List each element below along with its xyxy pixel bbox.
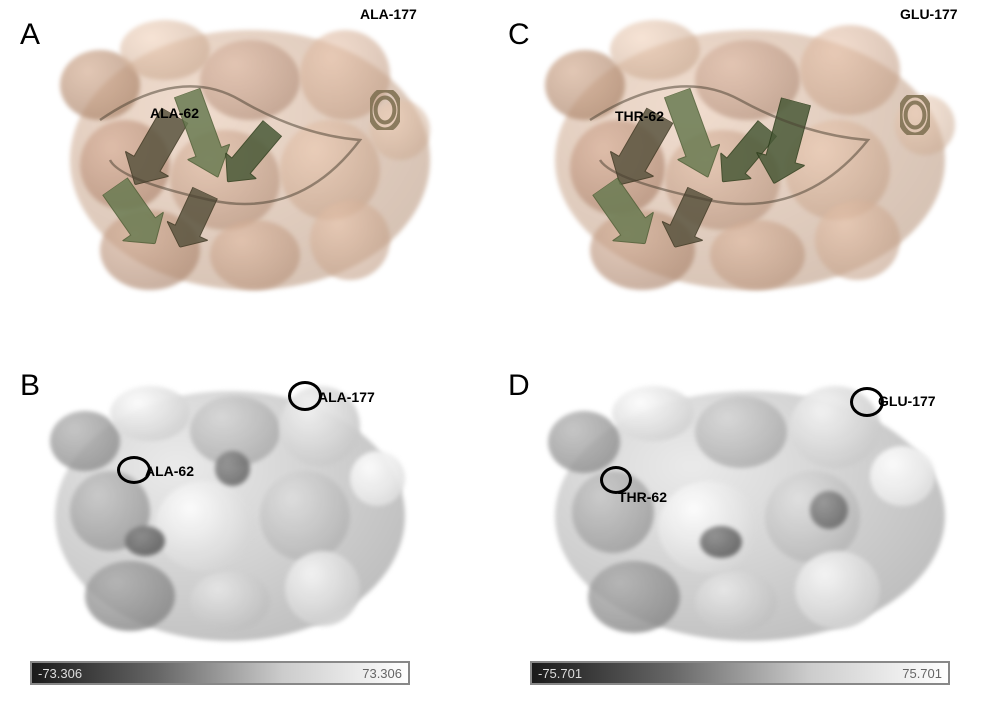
panel-label: C: [508, 18, 530, 52]
colorbar-max-label: 73.306: [362, 666, 402, 681]
surface-blob: [285, 551, 360, 626]
surface-blob: [870, 446, 935, 506]
surface-blob: [548, 411, 620, 473]
colorbar-min-label: -73.306: [38, 666, 82, 681]
surface-blob: [155, 481, 255, 571]
residue-marker-circle: [288, 381, 322, 411]
panel-label: B: [20, 369, 40, 403]
panel-label: A: [20, 18, 40, 52]
residue-label: ALA-177: [360, 6, 417, 22]
residue-label: THR-62: [618, 489, 667, 505]
cartoon-loop: [90, 60, 390, 260]
surface-blob: [215, 451, 250, 486]
panel-a: A ALA-177 ALA-62: [0, 0, 500, 361]
residue-label: ALA-62: [150, 105, 199, 121]
surface-blob: [260, 471, 350, 561]
colorbar-min-label: -75.701: [538, 666, 582, 681]
cartoon-loop: [580, 60, 900, 260]
residue-label: ALA-62: [145, 463, 194, 479]
surface-blob: [190, 571, 270, 631]
residue-label: GLU-177: [878, 393, 936, 409]
colorbar-gradient: [32, 663, 408, 683]
surface-blob: [350, 451, 405, 506]
figure-grid: A ALA-177 ALA-62 C GLU-177 THR-62 B ALA-177 AL…: [0, 0, 1000, 721]
surface-blob: [85, 561, 175, 631]
residue-label: ALA-177: [318, 389, 375, 405]
panel-label: D: [508, 369, 530, 403]
surface-blob: [810, 491, 848, 529]
surface-blob: [695, 571, 777, 633]
residue-label: THR-62: [615, 108, 664, 124]
surface-blob: [50, 411, 120, 471]
surface-blob: [125, 526, 165, 556]
surface-blob: [658, 481, 760, 573]
surface-blob: [588, 561, 680, 633]
panel-b: B ALA-177 ALA-62 -73.306 73.306: [0, 361, 500, 721]
electrostatic-colorbar: -73.306 73.306: [30, 661, 410, 685]
panel-c: C GLU-177 THR-62: [500, 0, 1000, 361]
surface-blob: [110, 386, 190, 441]
cartoon-helix: [900, 95, 930, 135]
surface-blob: [612, 386, 694, 441]
surface-blob: [695, 396, 787, 468]
panel-d: D GLU-177 THR-62 -75.701 75.701: [500, 361, 1000, 721]
electrostatic-colorbar: -75.701 75.701: [530, 661, 950, 685]
surface-blob: [795, 551, 880, 629]
surface-blob: [700, 526, 742, 558]
colorbar-max-label: 75.701: [902, 666, 942, 681]
residue-label: GLU-177: [900, 6, 958, 22]
colorbar-gradient: [532, 663, 948, 683]
